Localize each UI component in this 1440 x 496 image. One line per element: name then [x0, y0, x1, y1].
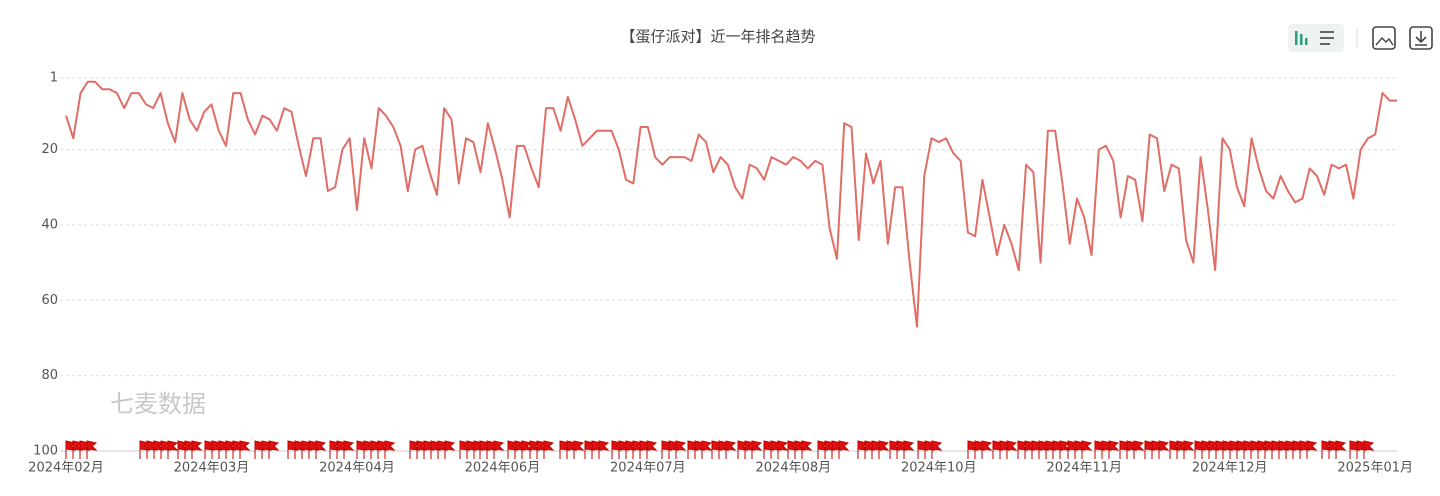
x-tick-label: 2024年10月: [901, 461, 977, 476]
event-flag: [86, 440, 98, 459]
event-flags: [65, 440, 1375, 459]
event-flag: [751, 440, 763, 459]
event-flag: [1158, 440, 1170, 459]
x-tick-label: 2024年02月: [28, 461, 104, 476]
x-tick-label: 2024年08月: [756, 461, 832, 476]
event-flag: [675, 440, 687, 459]
event-flag: [1081, 440, 1093, 459]
y-tick-label: 1: [50, 71, 58, 86]
event-flag: [598, 440, 610, 459]
event-flag: [1006, 440, 1018, 459]
event-flag: [543, 440, 555, 459]
icon-bar: [1305, 38, 1308, 45]
y-tick-label: 40: [41, 217, 58, 232]
event-flag: [801, 440, 813, 459]
y-tick-label: 60: [41, 293, 58, 308]
x-tick-label: 2024年06月: [465, 461, 541, 476]
event-flag: [1306, 440, 1318, 459]
event-flag: [384, 440, 396, 459]
rank-line: [65, 80, 1397, 328]
event-flag: [493, 440, 505, 459]
icon-bar: [1300, 34, 1303, 45]
image-icon: [1375, 36, 1394, 46]
x-tick-label: 2025年01月: [1337, 461, 1413, 476]
event-flag: [1108, 440, 1120, 459]
icon-bar: [1295, 31, 1298, 45]
download-icon: [1415, 31, 1427, 46]
event-flag: [1363, 440, 1375, 459]
event-flag: [191, 440, 203, 459]
event-flag: [343, 440, 355, 459]
download-button[interactable]: [1409, 26, 1433, 50]
icon-line: [1320, 43, 1330, 45]
event-flag: [239, 440, 251, 459]
x-tick-label: 2024年04月: [319, 461, 395, 476]
x-tick-label: 2024年12月: [1192, 461, 1268, 476]
event-flag: [1183, 440, 1195, 459]
x-tick-label: 2024年07月: [610, 461, 686, 476]
event-flag: [573, 440, 585, 459]
x-tick-label: 2024年03月: [174, 461, 250, 476]
y-tick-label: 20: [41, 142, 58, 157]
event-flag: [1335, 440, 1347, 459]
event-flag: [646, 440, 658, 459]
event-flag: [903, 440, 915, 459]
event-flag: [777, 440, 789, 459]
event-flag: [701, 440, 713, 459]
event-flag: [444, 440, 456, 459]
event-flag: [931, 440, 943, 459]
watermark: 七麦数据: [110, 390, 206, 418]
y-tick-label: 80: [41, 368, 58, 383]
event-flag: [981, 440, 993, 459]
event-flag: [878, 440, 890, 459]
event-flag: [725, 440, 737, 459]
chart-title: 【蛋仔派对】近一年排名趋势: [620, 28, 815, 46]
x-tick-label: 2024年11月: [1046, 461, 1122, 476]
event-flag: [167, 440, 179, 459]
save-image-button[interactable]: [1372, 26, 1396, 50]
icon-line: [1320, 31, 1334, 33]
toolbar: [1288, 24, 1433, 52]
event-flag: [838, 440, 850, 459]
event-flag: [268, 440, 280, 459]
icon-line: [1320, 37, 1334, 39]
event-flag: [315, 440, 327, 459]
y-tick-label: 100: [33, 444, 58, 459]
event-flag: [1133, 440, 1145, 459]
